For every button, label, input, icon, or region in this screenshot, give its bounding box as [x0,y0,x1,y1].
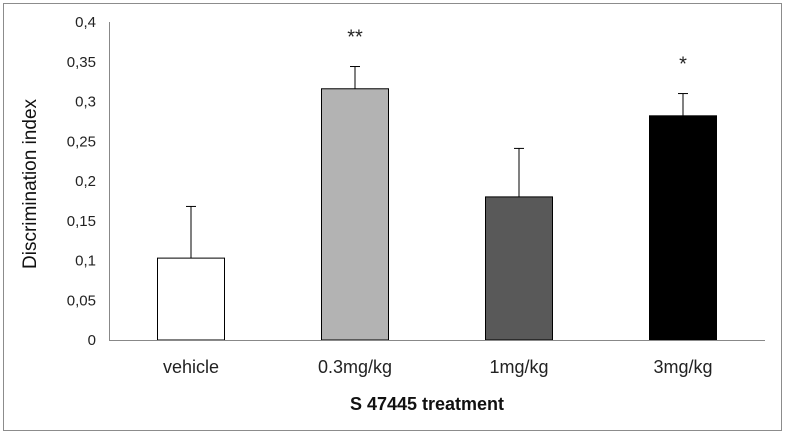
significance-0-3mg-kg: ** [347,27,363,49]
x-tick-label: 3mg/kg [653,357,712,377]
bar-0-3mg-kg [321,88,389,341]
y-tick-label: 0,35 [67,54,96,71]
bars [157,88,717,341]
y-tick-label: 0,2 [75,173,96,190]
x-tick-label: 1mg/kg [489,357,548,377]
x-axis-categories: vehicle 0.3mg/kg 1mg/kg 3mg/kg [163,357,713,377]
bar-3mg-kg [649,115,717,341]
significance-3mg-kg: * [679,54,687,76]
x-axis-label: S 47445 treatment [350,394,504,414]
significance-markers: *** [347,27,687,76]
y-axis-label: Discrimination index [20,99,41,270]
y-tick-label: 0,4 [75,14,96,31]
bar-vehicle [157,257,225,341]
y-tick-label: 0,05 [67,292,96,309]
y-axis-ticks: 0 0,05 0,1 0,15 0,2 0,25 0,3 0,35 0,4 [67,14,96,349]
x-tick-label: vehicle [163,357,219,377]
y-tick-label: 0 [88,332,96,349]
y-tick-label: 0,25 [67,133,96,150]
y-tick-label: 0,15 [67,213,96,230]
bar-1mg-kg [485,196,553,341]
y-tick-label: 0,1 [75,253,96,270]
y-tick-label: 0,3 [75,94,96,111]
error-bars [186,66,688,259]
x-tick-label: 0.3mg/kg [318,357,392,377]
